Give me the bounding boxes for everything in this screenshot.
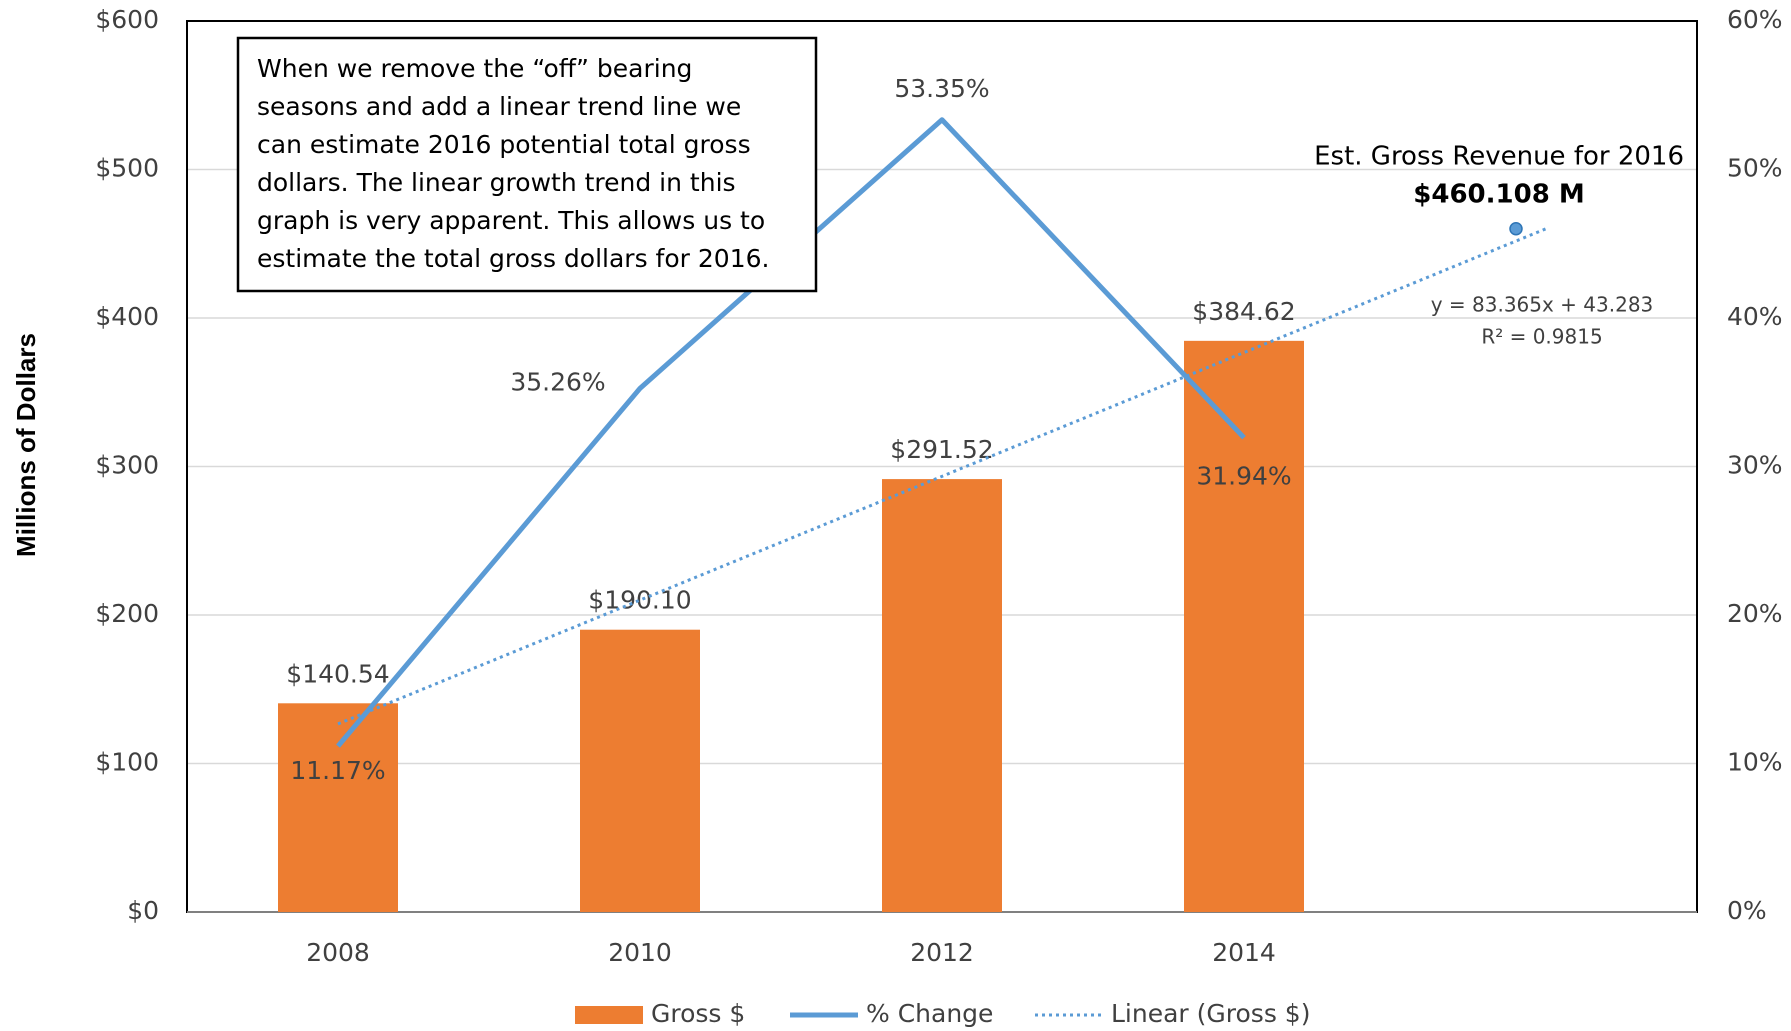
y-tick-label: $500 [95,154,159,183]
y2-tick-label: 0% [1727,896,1767,925]
bar-value-label: $384.62 [1192,297,1295,326]
y2-tick-label: 20% [1727,599,1783,628]
note-line: When we remove the “off” bearing [257,54,692,83]
x-tick-label: 2008 [306,938,370,967]
trend-r-squared: R² = 0.9815 [1481,325,1602,349]
bar-value-label: $190.10 [588,586,691,615]
bar [278,703,398,912]
legend-label: Linear (Gross $) [1111,999,1310,1028]
trend-line [337,227,1547,726]
line-value-label: 11.17% [290,756,385,785]
legend-label: % Change [866,999,993,1028]
bar-value-label: $291.52 [890,435,993,464]
trend-equation: y = 83.365x + 43.283 [1431,293,1654,317]
y-tick-label: $100 [95,748,159,777]
legend-label: Gross $ [651,999,745,1028]
bar [882,479,1002,912]
bar-value-label: $140.54 [286,659,389,688]
note-line: seasons and add a linear trend line we [257,92,741,121]
y-axis-label: Millions of Dollars [11,333,41,557]
line-value-label: 31.94% [1196,462,1291,491]
bar [580,629,700,912]
note-line: can estimate 2016 potential total gross [257,130,751,159]
x-tick-label: 2010 [608,938,672,967]
note-line: graph is very apparent. This allows us t… [257,206,765,235]
legend-swatch [575,1006,643,1024]
note-box [236,36,818,293]
line-value-label: 53.35% [894,74,989,103]
y2-tick-label: 60% [1727,5,1783,34]
y2-tick-label: 40% [1727,302,1783,331]
estimate-value-label: $460.108 M [1413,180,1584,210]
estimate-label: Est. Gross Revenue for 2016 [1314,142,1684,172]
y2-tick-label: 10% [1727,748,1783,777]
y2-tick-label: 50% [1727,154,1783,183]
y-tick-label: $0 [127,896,159,925]
bar [1184,340,1304,912]
y-tick-label: $400 [95,302,159,331]
y-tick-label: $200 [95,599,159,628]
y2-tick-label: 30% [1727,451,1783,480]
y-tick-label: $300 [95,451,159,480]
estimate-point [1509,221,1523,236]
note-line: dollars. The linear growth trend in this [257,168,736,197]
x-tick-label: 2012 [910,938,974,967]
x-tick-label: 2014 [1212,938,1276,967]
note-line: estimate the total gross dollars for 201… [257,244,769,273]
y-tick-label: $600 [95,5,159,34]
line-value-label: 35.26% [510,367,605,396]
